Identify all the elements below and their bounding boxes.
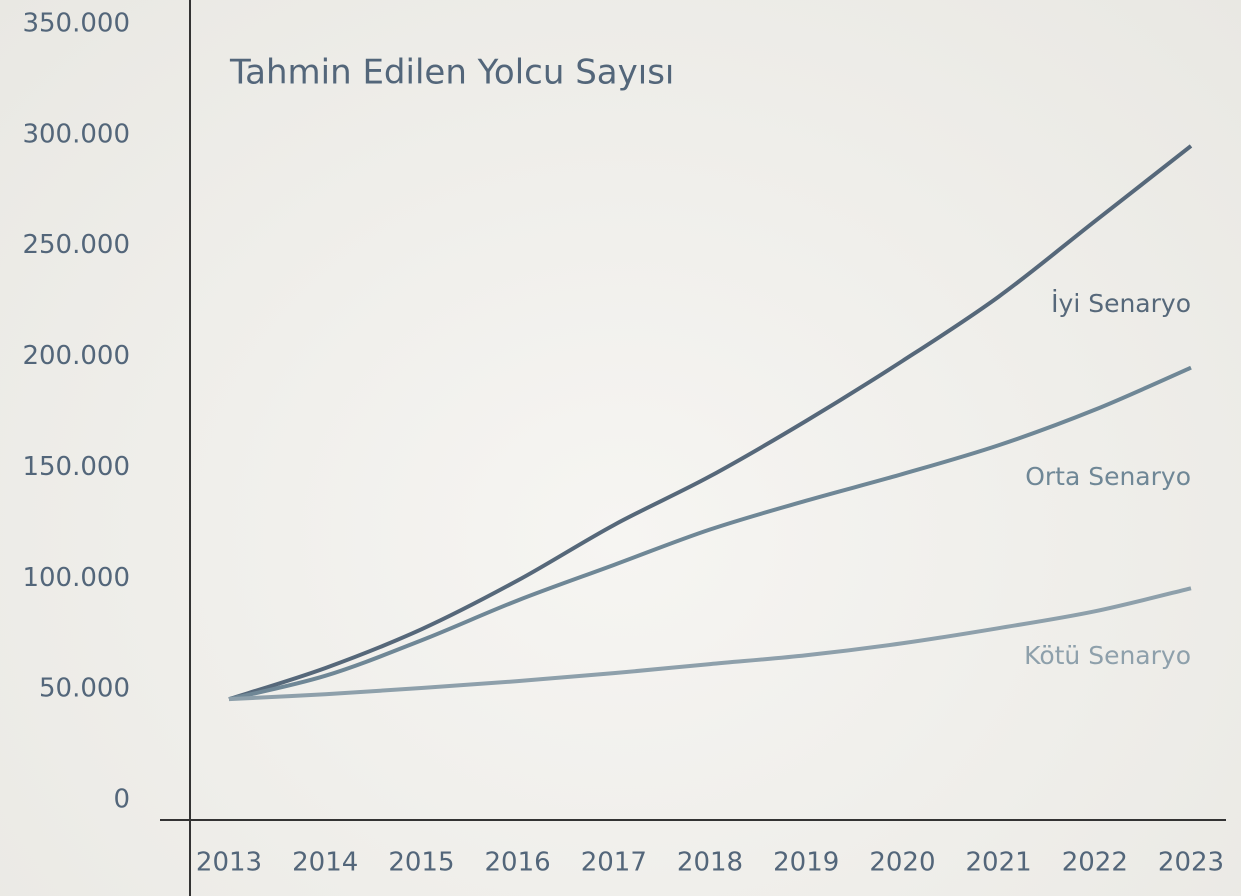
y-tick-label: 100.000 [22, 563, 130, 593]
x-tick-label: 2018 [677, 848, 743, 878]
x-tick-label: 2019 [773, 848, 839, 878]
x-tick-label: 2021 [966, 848, 1032, 878]
x-tick-label: 2015 [388, 848, 454, 878]
chart-title: Tahmin Edilen Yolcu Sayısı [229, 53, 674, 93]
y-tick-label: 250.000 [22, 230, 130, 260]
y-tick-label: 50.000 [39, 674, 130, 704]
x-tick-label: 2020 [869, 848, 935, 878]
y-tick-label: 300.000 [22, 119, 130, 149]
series-label: İyi Senaryo [1051, 289, 1191, 318]
x-tick-label: 2013 [196, 848, 262, 878]
y-tick-label: 350.000 [22, 9, 130, 39]
y-tick-label: 150.000 [22, 452, 130, 482]
x-tick-label: 2017 [581, 848, 647, 878]
x-tick-label: 2016 [485, 848, 551, 878]
series-line [228, 144, 1193, 702]
series-label: Kötü Senaryo [1024, 641, 1191, 670]
series-line [228, 586, 1192, 702]
x-tick-label: 2022 [1062, 848, 1128, 878]
x-tick-label: 2023 [1158, 848, 1224, 878]
y-tick-label: 0 [113, 785, 130, 815]
series-label: Orta Senaryo [1025, 462, 1191, 491]
y-tick-label: 200.000 [22, 341, 130, 371]
x-tick-label: 2014 [292, 848, 358, 878]
series-line [228, 365, 1192, 702]
